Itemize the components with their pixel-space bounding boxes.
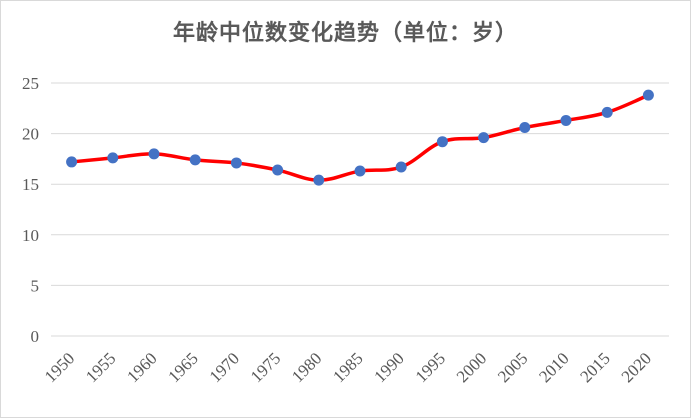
- x-tick-label: 1955: [82, 349, 119, 386]
- data-point-2020: [642, 89, 654, 101]
- data-point-2000: [478, 132, 490, 144]
- x-tick-label: 1965: [164, 349, 201, 386]
- x-tick-label: 2000: [453, 349, 490, 386]
- data-point-1985: [354, 165, 366, 177]
- data-point-1995: [436, 136, 448, 148]
- data-point-1970: [230, 157, 242, 169]
- data-point-1965: [189, 154, 201, 166]
- x-tick-label: 1960: [123, 349, 160, 386]
- x-tick-label: 1995: [412, 349, 449, 386]
- y-tick-label: 10: [22, 226, 39, 245]
- data-point-1990: [395, 161, 407, 173]
- x-tick-label: 2020: [618, 349, 655, 386]
- gridlines: [51, 82, 669, 337]
- x-tick-label: 2005: [494, 349, 531, 386]
- x-tick-label: 2010: [535, 349, 572, 386]
- data-point-2015: [601, 106, 613, 118]
- y-tick-label: 5: [31, 276, 40, 295]
- x-tick-label: 1980: [288, 349, 325, 386]
- x-tick-label: 1985: [329, 349, 366, 386]
- x-tick-label: 1975: [247, 349, 284, 386]
- x-tick-label: 2015: [576, 349, 613, 386]
- x-axis-ticks: 1950 1955 1960 1965 1970 1975 1980 1985 1990 1995…: [41, 349, 655, 386]
- data-point-1955: [107, 152, 119, 164]
- y-tick-label: 20: [22, 125, 39, 144]
- data-point-markers: [66, 89, 654, 186]
- data-point-1980: [313, 174, 325, 186]
- y-tick-label: 25: [22, 74, 39, 93]
- x-tick-label: 1990: [370, 349, 407, 386]
- data-point-1960: [148, 148, 160, 160]
- data-point-1950: [66, 156, 78, 168]
- x-tick-label: 1970: [206, 349, 243, 386]
- y-axis-ticks: 0 5 10 15 20 25: [22, 74, 39, 346]
- y-tick-label: 15: [22, 175, 39, 194]
- x-tick-label: 1950: [41, 349, 78, 386]
- chart-title: 年龄中位数变化趋势（单位：岁）: [172, 21, 518, 46]
- y-tick-label: 0: [31, 327, 40, 346]
- data-point-2010: [560, 114, 572, 126]
- data-point-1975: [272, 164, 284, 176]
- data-point-2005: [519, 122, 531, 134]
